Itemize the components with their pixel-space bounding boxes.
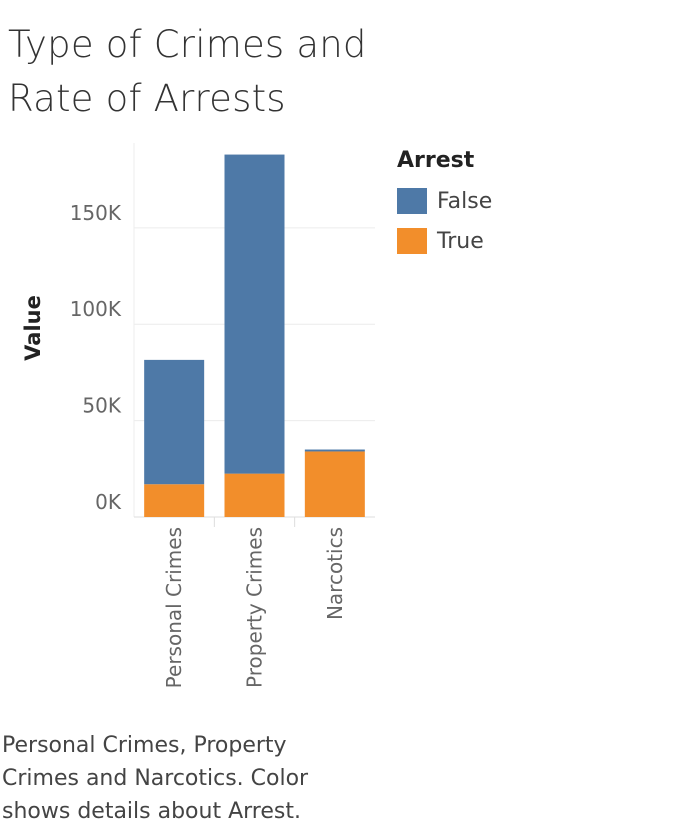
chart-title-line-2: Rate of Arrests: [8, 77, 286, 120]
legend-item-true[interactable]: True: [397, 221, 492, 261]
x-category-label: Personal Crimes: [162, 527, 186, 688]
bar-true-personal-crimes[interactable]: [144, 484, 205, 517]
y-tick-label: 50K: [82, 394, 121, 418]
x-category-label: Narcotics: [323, 527, 347, 620]
y-tick-label: 150K: [70, 201, 122, 225]
bar-false-narcotics[interactable]: [304, 449, 365, 452]
chart-title-line-1: Type of Crimes and: [8, 23, 367, 66]
y-axis-title: Value: [21, 295, 45, 361]
bar-true-narcotics[interactable]: [304, 451, 365, 517]
legend-label-false: False: [437, 188, 493, 214]
x-category-label: Property Crimes: [243, 527, 267, 688]
legend-item-false[interactable]: False: [397, 181, 492, 221]
bar-false-personal-crimes[interactable]: [144, 359, 205, 485]
chart-caption: Personal Crimes, Property Crimes and Nar…: [2, 733, 309, 824]
y-tick-label: 0K: [95, 490, 122, 514]
bars: [144, 154, 365, 517]
y-tick-label: 100K: [70, 297, 122, 321]
legend-label-true: True: [437, 228, 484, 254]
legend-title: Arrest: [397, 148, 475, 173]
bar-true-property-crimes[interactable]: [224, 473, 285, 517]
y-tick-labels: 0K 50K 100K 150K: [70, 201, 122, 514]
legend-swatch-false: [397, 188, 427, 214]
chart-title: Type of Crimes and Rate of Arrests: [8, 18, 428, 126]
legend-swatch-true: [397, 228, 427, 254]
x-category-labels: Personal Crimes Property Crimes Narcotics: [162, 517, 347, 688]
bar-false-property-crimes[interactable]: [224, 154, 285, 474]
legend: Arrest False True: [397, 148, 492, 261]
